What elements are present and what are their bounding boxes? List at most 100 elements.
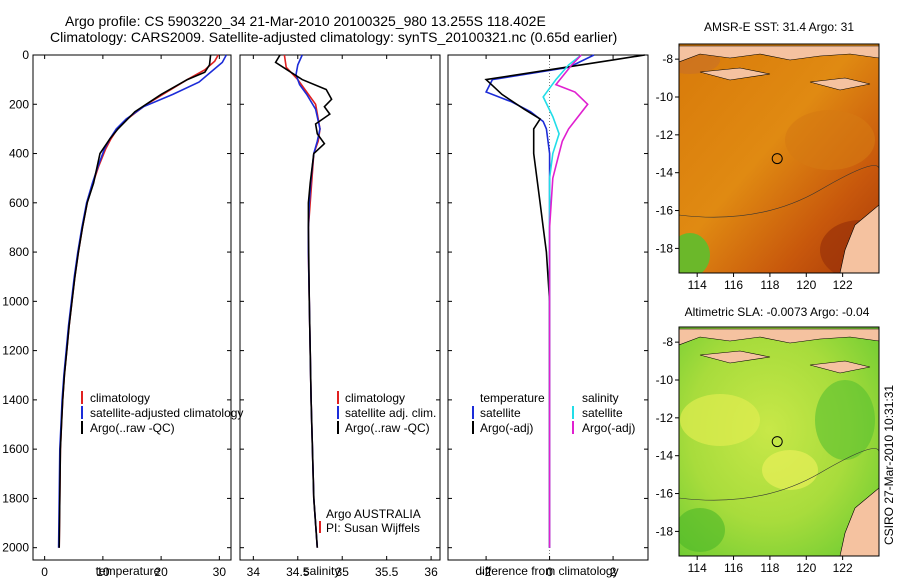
difference-panel-frame — [447, 54, 649, 561]
sla-land-indonesia — [679, 328, 879, 346]
salinity-legend: climatology satellite adj. clim. Argo(..… — [319, 391, 436, 535]
series-line-climatology — [283, 54, 321, 548]
legend-label-argo: Argo(..raw -QC) — [345, 421, 430, 435]
legend-label-satellite-adjusted: satellite-adjusted climatology — [90, 406, 243, 420]
sla-bathymetry-contour — [679, 448, 879, 501]
series-line-temperature-argo-adj- — [484, 54, 645, 548]
y-tick-label: 800 — [9, 245, 29, 259]
map-y-tick-label: -16 — [656, 204, 674, 218]
map-x-tick-label: 122 — [833, 561, 853, 575]
map-x-tick-label: 122 — [833, 278, 853, 292]
y-tick-label: 1600 — [2, 442, 29, 456]
x-tick-label: 2 — [610, 565, 617, 579]
map-x-tick-label: 116 — [724, 278, 743, 292]
sla-land-australia — [839, 487, 879, 556]
map-x-tick-label: 116 — [724, 561, 743, 575]
temperature-legend: climatology satellite-adjusted climatolo… — [81, 391, 243, 435]
salinity-xlabel: salinity — [304, 564, 341, 578]
legend-label-argo: Argo(..raw -QC) — [90, 421, 175, 435]
x-tick-label: 30 — [213, 565, 227, 579]
legend-label-sal-satellite: satellite — [582, 406, 623, 420]
x-tick-label: 0 — [41, 565, 48, 579]
sla-field-patch — [762, 450, 818, 490]
sla-field-patch — [679, 508, 725, 552]
x-tick-label: 20 — [154, 565, 168, 579]
map-x-tick-label: 120 — [796, 278, 816, 292]
x-tick-label: 10 — [96, 565, 110, 579]
sst-land-australia — [839, 204, 879, 273]
map-x-tick-label: 120 — [796, 561, 816, 575]
sla-argo-marker — [771, 436, 783, 448]
profile-series — [57, 54, 645, 560]
sla-field-patch — [815, 380, 875, 460]
x-tick-label: -2 — [481, 565, 492, 579]
sst-bathymetry-contour — [679, 165, 879, 218]
legend-title-salinity: salinity — [582, 391, 619, 405]
y-tick-label: 1000 — [2, 294, 29, 308]
sst-map-title: AMSR-E SST: 31.4 Argo: 31 — [704, 20, 854, 34]
map-y-tick-label: -10 — [656, 90, 674, 104]
map-y-tick-label: -18 — [656, 524, 674, 538]
sla-map — [679, 327, 879, 556]
sst-map — [679, 44, 879, 273]
y-tick-label: 1200 — [2, 344, 29, 358]
x-tick-label: 36 — [424, 565, 438, 579]
map-y-tick-label: -14 — [656, 449, 674, 463]
map-y-tick-label: -16 — [656, 487, 674, 501]
legend-label-temp-argo: Argo(-adj) — [480, 421, 533, 435]
salinity-panel-frame — [239, 54, 441, 561]
y-tick-label: 0 — [22, 48, 29, 62]
y-tick-label: 1800 — [2, 491, 29, 505]
legend-label-satellite-adj: satellite adj. clim. — [345, 406, 436, 420]
series-line-temperature-satellite — [484, 54, 595, 548]
sla-field-patch — [680, 394, 760, 446]
map-x-tick-label: 118 — [760, 561, 779, 575]
temperature-xlabel: temperature — [96, 564, 161, 578]
sst-land-islands — [699, 67, 871, 91]
x-tick-label: 35 — [336, 565, 350, 579]
map-y-tick-label: -12 — [656, 128, 674, 142]
map-x-tick-label: 118 — [760, 278, 779, 292]
legend-title-temperature: temperature — [480, 391, 545, 405]
series-line-salinity-argo-adj- — [548, 54, 589, 548]
x-tick-label: 34.5 — [286, 565, 310, 579]
series-line-climatology — [58, 54, 219, 548]
x-tick-label: 35.5 — [375, 565, 399, 579]
legend-label-climatology: climatology — [345, 391, 405, 405]
difference-legend: temperature satellite Argo(-adj) salinit… — [472, 391, 635, 435]
y-tick-label: 2000 — [2, 541, 29, 555]
sla-map-title: Altimetric SLA: -0.0073 Argo: -0.04 — [685, 305, 870, 319]
map-y-tick-label: -8 — [662, 335, 673, 349]
sla-map-frame — [678, 326, 880, 557]
note-pi-name: PI: Susan Wijffels — [326, 521, 420, 535]
axis-ticks: 0 10 20 30020040060080010001200140016001800… — [2, 48, 648, 579]
sst-field-patch — [785, 110, 875, 170]
series-line-satellite-adjusted-climatology — [57, 54, 228, 548]
series-line-argo-raw-qc- — [274, 54, 333, 548]
map-axis-ticks: 114 116 118 120 122 -8 -10 -12 -14 -16 -18 114 116 11… — [656, 52, 853, 575]
map-x-tick-label: 114 — [688, 561, 707, 575]
series-line-argo-raw-qc- — [58, 54, 212, 548]
note-argo-australia: Argo AUSTRALIA — [326, 507, 421, 521]
sst-cool-patch — [679, 233, 710, 273]
legend-label-sal-argo: Argo(-adj) — [582, 421, 635, 435]
sst-argo-marker — [771, 153, 783, 165]
sst-map-frame — [678, 43, 880, 274]
side-timestamp-label: CSIRO 27-Mar-2010 10:31:31 — [882, 385, 896, 545]
y-tick-label: 600 — [9, 196, 29, 210]
temperature-panel-frame — [32, 54, 232, 561]
difference-xlabel: difference from climatology — [475, 564, 618, 578]
x-tick-label: 34 — [247, 565, 261, 579]
map-x-tick-label: 114 — [688, 278, 707, 292]
sla-land-islands — [699, 350, 871, 374]
legend-label-temp-satellite: satellite — [480, 406, 521, 420]
sst-land-indonesia — [679, 45, 879, 63]
y-tick-label: 200 — [9, 97, 29, 111]
map-y-tick-label: -18 — [656, 241, 674, 255]
map-y-tick-label: -14 — [656, 166, 674, 180]
map-y-tick-label: -12 — [656, 411, 674, 425]
x-tick-label: 0 — [546, 565, 553, 579]
y-tick-label: 1400 — [2, 393, 29, 407]
legend-label-climatology: climatology — [90, 391, 150, 405]
